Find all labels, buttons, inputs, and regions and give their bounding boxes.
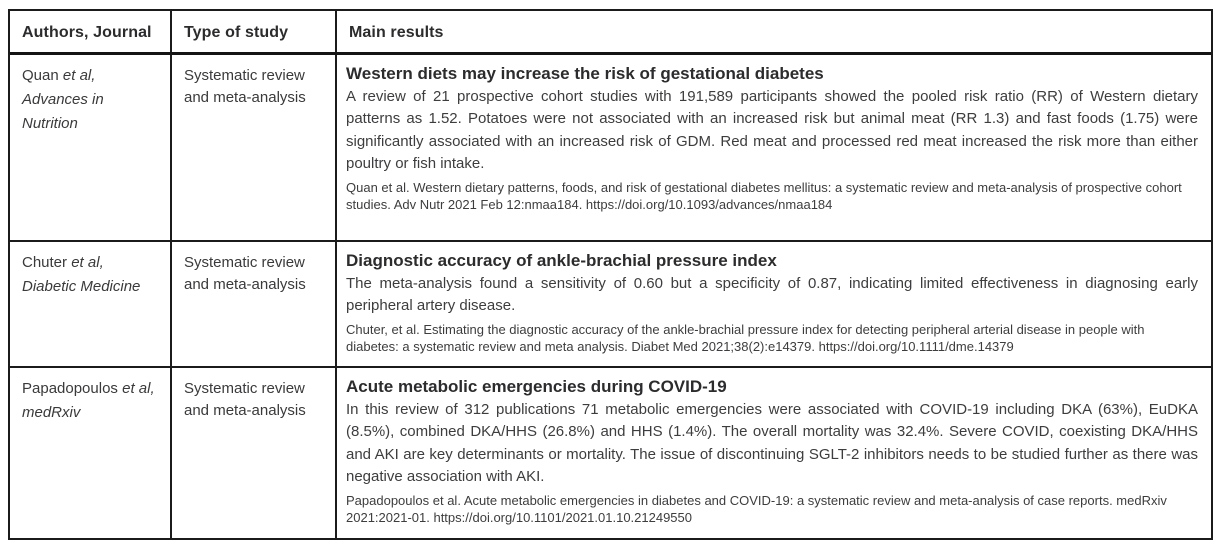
study-type-cell: Systematic review and meta-analysis bbox=[172, 242, 337, 366]
study-summary: A review of 21 prospective cohort studie… bbox=[346, 88, 1198, 173]
author-line: Quan et al, bbox=[22, 64, 162, 88]
author-name: Chuter bbox=[22, 254, 68, 271]
author-etal: et al, bbox=[71, 254, 104, 271]
authors-journal-cell: Chuter et al, Diabetic Medicine bbox=[10, 242, 172, 366]
studies-summary-table: Authors, Journal Type of study Main resu… bbox=[8, 9, 1213, 540]
study-citation: Papadopoulos et al. Acute metabolic emer… bbox=[346, 492, 1167, 525]
journal-name: medRxiv bbox=[22, 404, 81, 421]
study-summary: The meta-analysis found a sensitivity of… bbox=[346, 275, 1198, 315]
study-citation: Quan et al. Western dietary patterns, fo… bbox=[346, 179, 1182, 212]
column-header-main-results: Main results bbox=[349, 24, 444, 41]
author-line: Chuter et al, bbox=[22, 251, 162, 275]
author-name: Papadopoulos bbox=[22, 380, 118, 397]
study-type-cell: Systematic review and meta-analysis bbox=[172, 368, 337, 538]
study-type-cell: Systematic review and meta-analysis bbox=[172, 55, 337, 240]
main-results-cell: Diagnostic accuracy of ankle-brachial pr… bbox=[337, 242, 1211, 366]
author-line: Papadopoulos et al, bbox=[22, 377, 162, 401]
study-title: Diagnostic accuracy of ankle-brachial pr… bbox=[346, 251, 777, 270]
table-row: Quan et al, Advances in Nutrition Systema… bbox=[10, 55, 1211, 240]
journal-name: Advances in Nutrition bbox=[22, 91, 104, 132]
journal-name: Diabetic Medicine bbox=[22, 278, 141, 295]
authors-journal-cell: Quan et al, Advances in Nutrition bbox=[10, 55, 172, 240]
main-results-cell: Western diets may increase the risk of g… bbox=[337, 55, 1211, 240]
study-summary: In this review of 312 publications 71 me… bbox=[346, 401, 1198, 486]
column-header-type-of-study: Type of study bbox=[172, 11, 337, 52]
table-row: Papadopoulos et al, medRxiv Systematic re… bbox=[10, 366, 1211, 538]
study-citation: Chuter, et al. Estimating the diagnostic… bbox=[346, 321, 1145, 354]
table-header-row: Authors, Journal Type of study Main resu… bbox=[10, 11, 1211, 55]
author-etal: et al, bbox=[122, 380, 155, 397]
author-etal: et al, bbox=[62, 67, 96, 84]
study-title: Western diets may increase the risk of g… bbox=[346, 64, 824, 83]
study-title: Acute metabolic emergencies during COVID… bbox=[346, 377, 727, 396]
authors-journal-cell: Papadopoulos et al, medRxiv bbox=[10, 368, 172, 538]
table-row: Chuter et al, Diabetic Medicine Systemati… bbox=[10, 240, 1211, 366]
main-results-cell: Acute metabolic emergencies during COVID… bbox=[337, 368, 1211, 538]
author-name: Quan bbox=[22, 67, 59, 84]
column-header-authors-journal: Authors, Journal bbox=[10, 11, 172, 52]
